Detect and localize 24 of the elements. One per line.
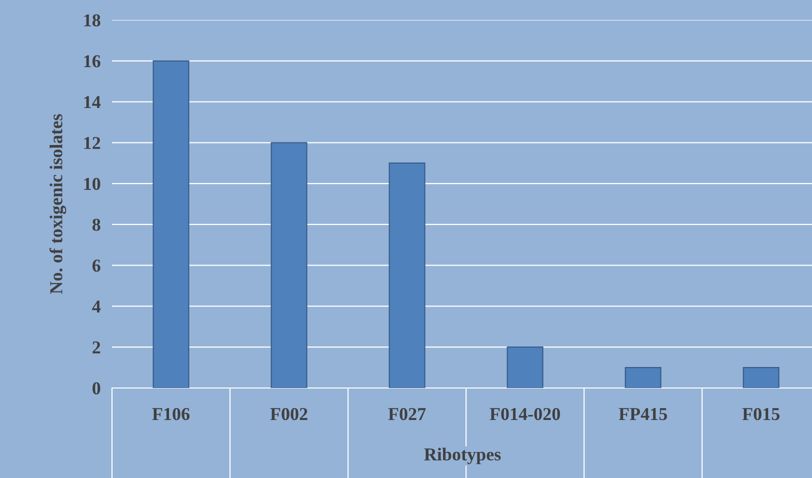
y-tick-label: 12 bbox=[84, 136, 100, 149]
bar bbox=[624, 367, 662, 388]
bar bbox=[388, 162, 426, 388]
bar bbox=[506, 346, 544, 388]
bar bbox=[152, 60, 190, 388]
bar bbox=[742, 367, 780, 388]
x-tick-label: FP415 bbox=[618, 408, 667, 420]
x-axis-title: Ribotypes bbox=[424, 448, 501, 464]
y-axis-title: No. of toxigenic isolates bbox=[49, 114, 66, 294]
y-tick-label: 4 bbox=[92, 300, 101, 312]
x-tick-label: F002 bbox=[270, 408, 308, 420]
x-tick-label: F106 bbox=[152, 408, 190, 420]
y-tick-label: 14 bbox=[84, 96, 101, 108]
x-tick-label: F014-020 bbox=[490, 408, 560, 420]
y-tick-label: 2 bbox=[92, 341, 100, 354]
bar bbox=[270, 142, 308, 388]
x-tick-label: F015 bbox=[742, 408, 780, 420]
x-tick-label: F027 bbox=[388, 408, 426, 420]
y-tick-label: 10 bbox=[84, 178, 100, 190]
y-tick-label: 18 bbox=[84, 14, 100, 26]
y-tick-label: 16 bbox=[84, 55, 100, 68]
y-tick-label: 6 bbox=[92, 260, 100, 272]
y-tick-label: 8 bbox=[92, 218, 100, 231]
y-tick-label: 0 bbox=[92, 382, 100, 394]
